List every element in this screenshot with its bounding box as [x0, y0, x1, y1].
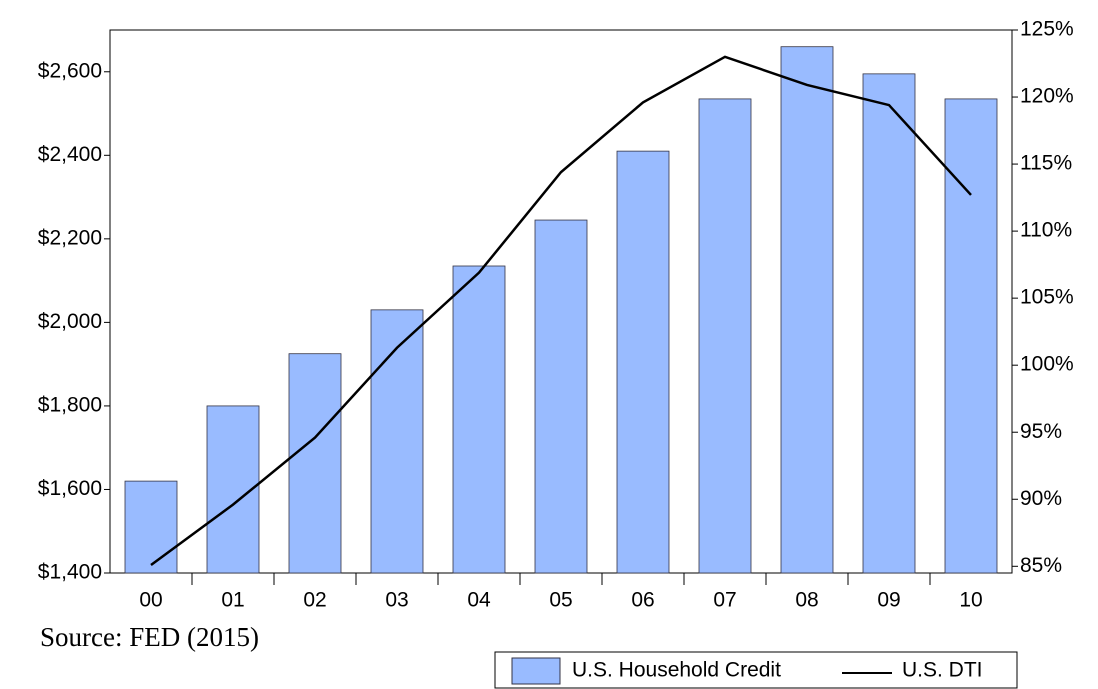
legend-swatch [511, 657, 561, 685]
x-tick-label: 01 [221, 589, 244, 612]
bar [534, 219, 588, 574]
x-tick-label: 07 [713, 589, 736, 612]
y-tick-label: $1,800 [38, 393, 102, 416]
x-tick-label: 02 [303, 589, 326, 612]
y-tick-label: $2,200 [38, 226, 102, 249]
bar [288, 353, 342, 574]
y-tick-label: $2,000 [38, 310, 102, 333]
bar [370, 309, 424, 574]
y2-tick-label: 125% [1020, 18, 1074, 41]
bar [698, 98, 752, 574]
x-tick-label: 06 [631, 589, 654, 612]
y-tick-label: $1,600 [38, 477, 102, 500]
bar [780, 46, 834, 574]
y2-tick-label: 100% [1020, 353, 1074, 376]
x-tick-label: 08 [795, 589, 818, 612]
y2-tick-label: 90% [1020, 487, 1062, 510]
y-tick-label: $1,400 [38, 561, 102, 584]
bar [124, 480, 178, 574]
x-tick-label: 00 [139, 589, 162, 612]
y-tick-label: $2,600 [38, 59, 102, 82]
y2-tick-label: 110% [1020, 219, 1072, 242]
y2-tick-label: 120% [1020, 85, 1074, 108]
y2-tick-label: 85% [1020, 554, 1062, 577]
y-tick-label: $2,400 [38, 143, 102, 166]
y2-tick-label: 95% [1020, 420, 1062, 443]
legend-label: U.S. Household Credit [572, 659, 781, 682]
legend-box [494, 651, 1018, 689]
x-tick-label: 04 [467, 589, 491, 612]
x-tick-label: 05 [549, 589, 572, 612]
legend-label: U.S. DTI [902, 659, 983, 682]
bar [452, 265, 506, 574]
bar [944, 98, 998, 574]
y2-tick-label: 115% [1020, 152, 1072, 175]
bar [862, 73, 916, 574]
x-tick-label: 10 [959, 589, 982, 612]
x-tick-label: 03 [385, 589, 408, 612]
line [150, 55, 972, 566]
x-tick-label: 09 [877, 589, 900, 612]
bar [616, 150, 670, 574]
source-note: Source: FED (2015) [40, 622, 259, 652]
y2-tick-label: 105% [1020, 286, 1074, 309]
